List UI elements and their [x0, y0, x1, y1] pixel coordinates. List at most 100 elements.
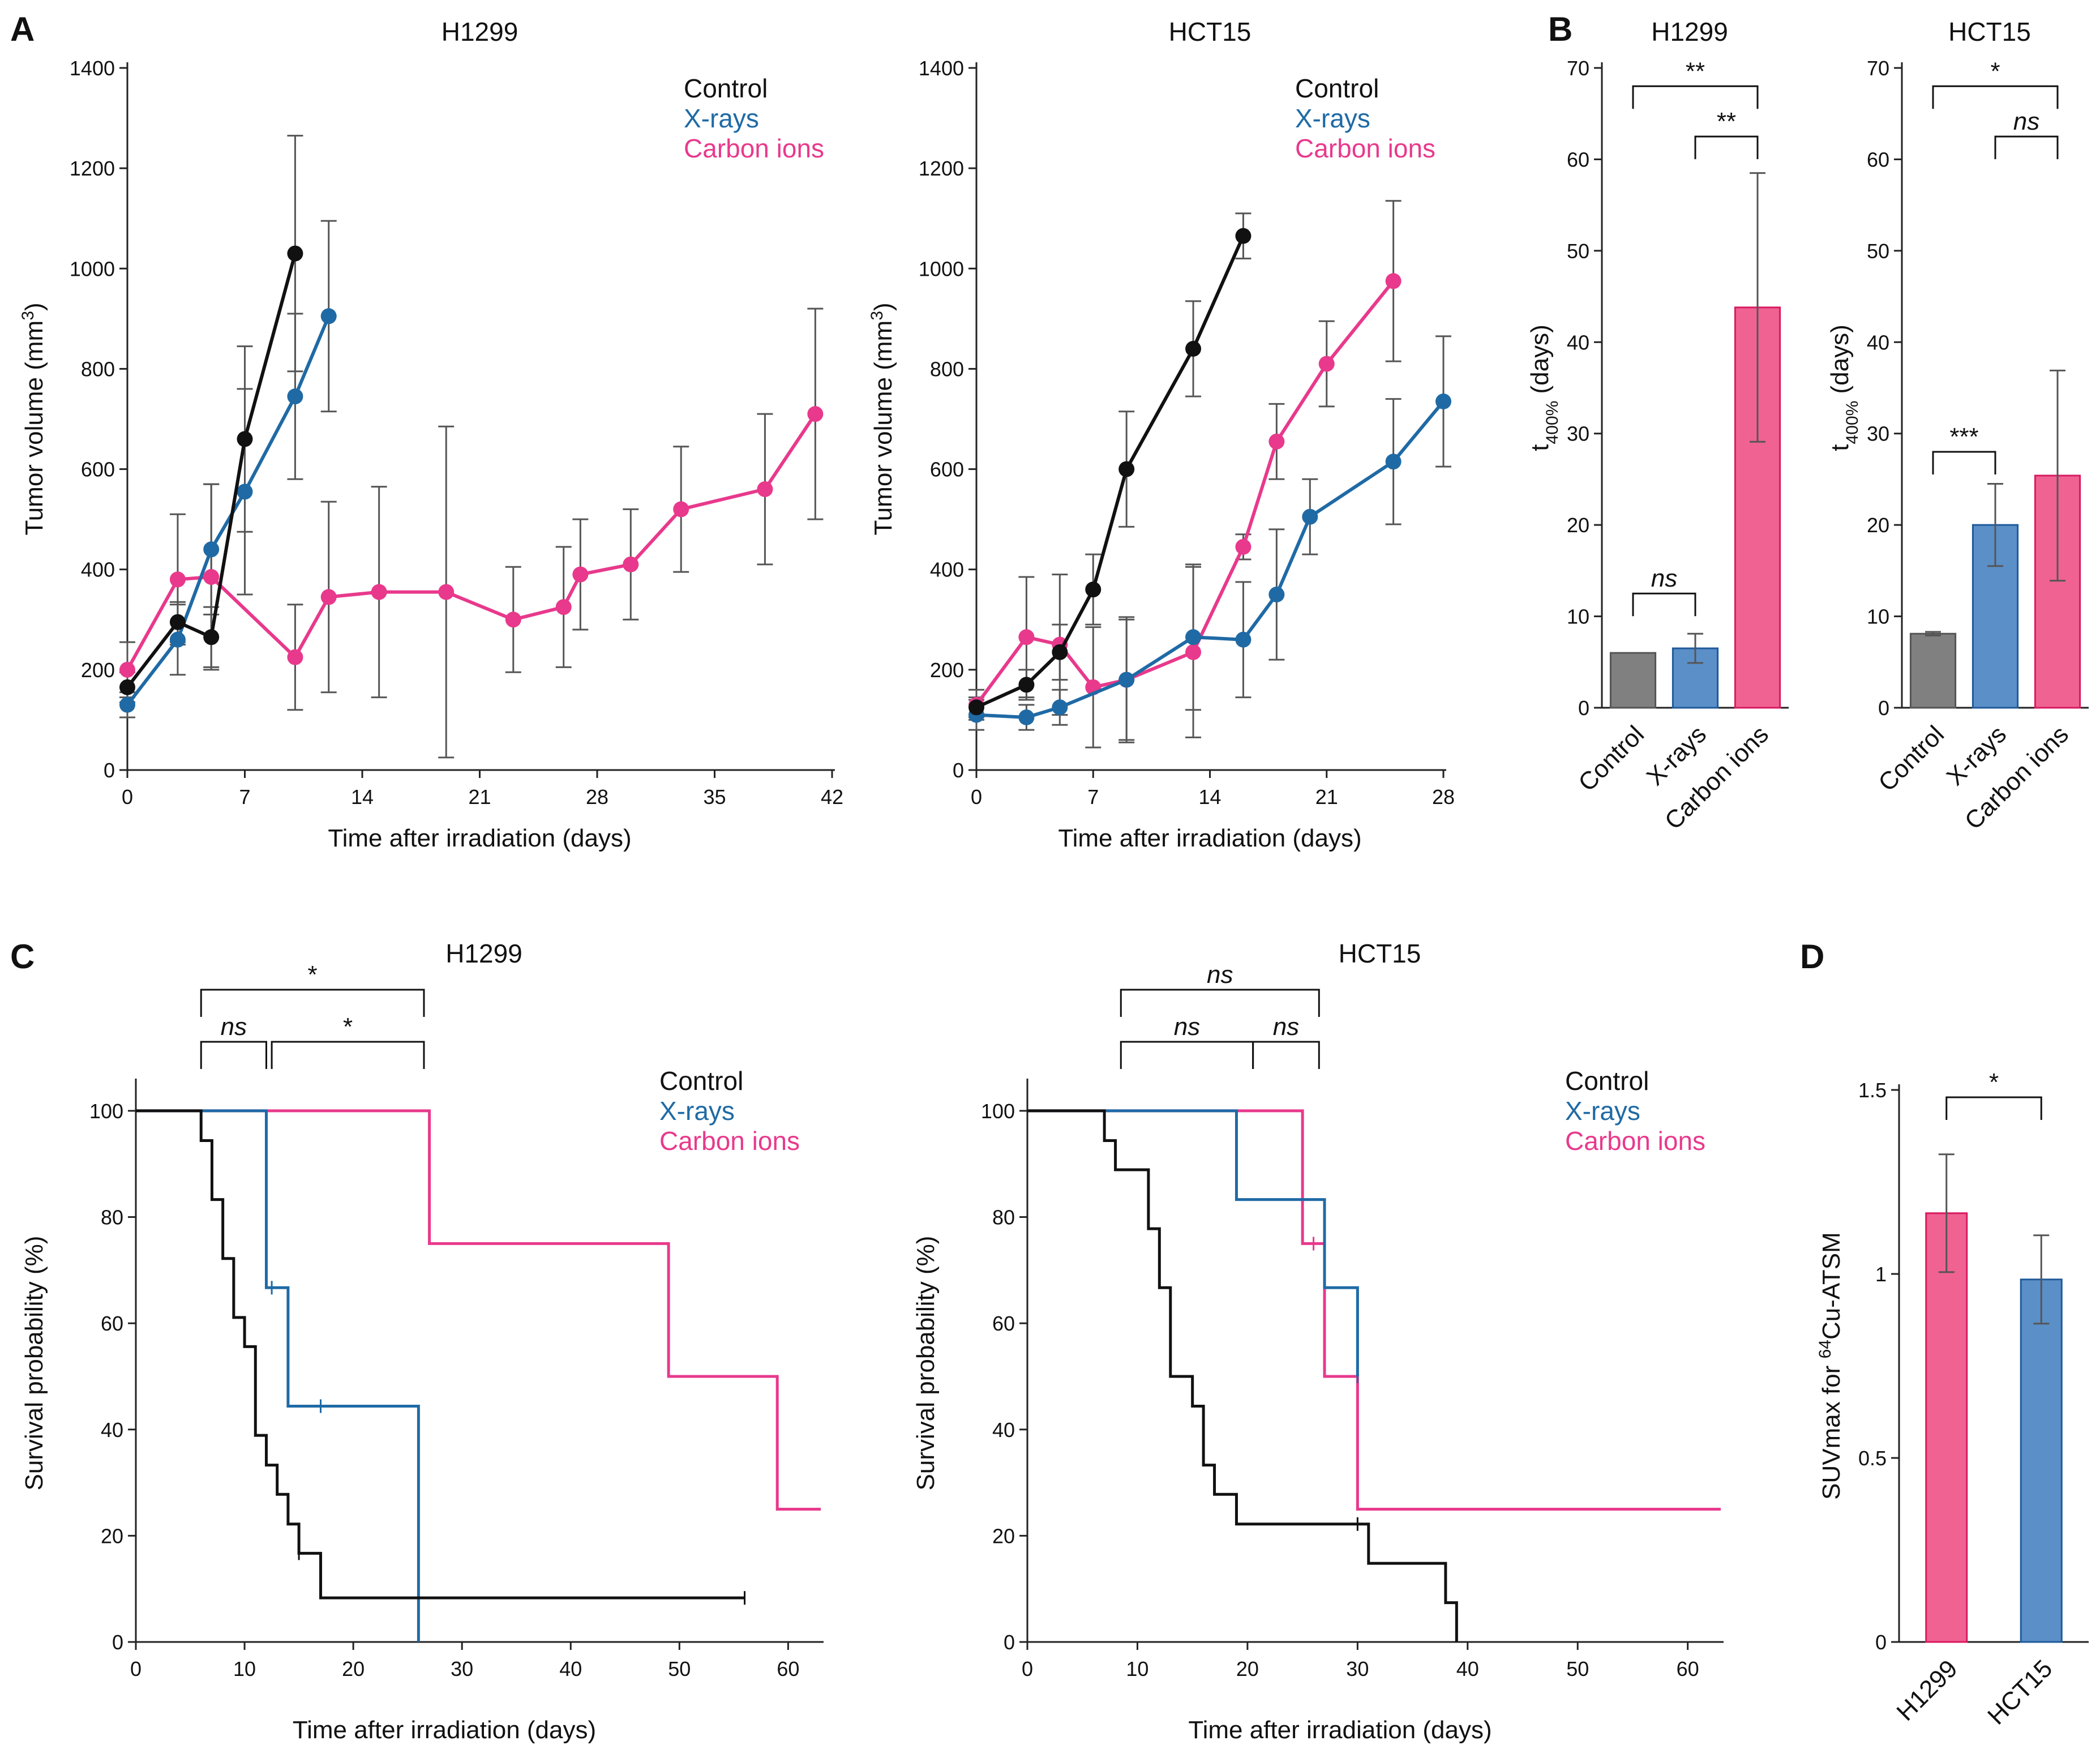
data-point-carbon-ions: [1385, 273, 1402, 289]
data-point-x-rays: [237, 484, 253, 500]
y-tick-label: 0: [112, 1631, 123, 1654]
data-point-carbon-ions: [438, 584, 455, 600]
data-point-x-rays: [1302, 508, 1318, 525]
significance-label: ***: [1949, 423, 1978, 451]
y-axis-label: SUVmax for 64Cu-ATSM: [1816, 1232, 1846, 1500]
c-hct15-legend-carbon: Carbon ions: [1565, 1126, 1705, 1156]
chart-d-suvmax: 0 0.5 1 1.5 SUVmax for 64Cu-ATSM H1299 HCT15 *: [1816, 1068, 2089, 1730]
y-tick-label: 600: [81, 458, 115, 481]
a-hct15-legend-control: Control: [1295, 74, 1379, 103]
data-point-carbon-ions: [807, 406, 824, 422]
x-tick-label: 14: [1198, 785, 1221, 809]
x-axis-label: Time after irradiation (days): [1058, 824, 1361, 852]
c-h1299-legend-control: Control: [659, 1066, 743, 1096]
chart-c-hct15-survival: HCT15 0 20 40 60 80 100 0 10 20 30 40 50 60 Time after…: [912, 939, 1724, 1744]
x-tick-label: 60: [777, 1657, 799, 1680]
data-point-carbon-ions: [320, 589, 337, 605]
y-axis-label-script: 400%: [1543, 401, 1562, 444]
y-tick-label: 200: [930, 658, 964, 682]
data-point-x-rays: [1435, 394, 1451, 409]
y-tick-label: 60: [1867, 148, 1889, 171]
data-point-control: [203, 629, 220, 645]
data-point-carbon-ions: [169, 571, 186, 588]
data-point-carbon-ions: [623, 556, 639, 572]
chart-title: HCT15: [1169, 17, 1252, 46]
data-point-control: [119, 679, 135, 695]
y-axis-label-rest: Cu-ATSM: [1818, 1232, 1845, 1340]
data-point-carbon-ions: [1185, 644, 1202, 660]
x-tick-label: 21: [1315, 785, 1338, 809]
x-axis-label: Time after irradiation (days): [328, 824, 631, 852]
series-line-x-rays: [126, 315, 331, 706]
c-h1299-legend-carbon: Carbon ions: [659, 1126, 800, 1156]
y-axis-label-end: ): [869, 302, 897, 311]
y-tick-label: 400: [930, 558, 964, 581]
y-tick-label: 100: [89, 1100, 123, 1123]
significance-bracket: [200, 989, 425, 1017]
y-axis-label-rest: (days): [1826, 324, 1854, 400]
significance-bracket: [1932, 451, 1996, 474]
significance-bracket: [1120, 1041, 1254, 1069]
data-point-x-rays: [119, 696, 135, 713]
data-point-carbon-ions: [1235, 538, 1252, 555]
y-tick-label: 50: [1567, 240, 1589, 263]
c-hct15-legend-xrays: X-rays: [1565, 1096, 1640, 1126]
y-tick-label: 20: [101, 1524, 123, 1547]
significance-bracket: [1252, 1041, 1320, 1069]
chart-title: H1299: [445, 939, 522, 968]
y-tick-label: 10: [1867, 605, 1889, 628]
y-tick-label: 30: [1567, 422, 1589, 446]
data-point-control: [1118, 461, 1135, 477]
x-tick-label: 0: [1022, 1657, 1033, 1680]
category-label-hct15: HCT15: [1982, 1654, 2058, 1730]
y-tick-label: 1: [1875, 1263, 1887, 1286]
y-tick-label: 20: [1867, 514, 1889, 537]
y-tick-label: 0: [1875, 1631, 1887, 1654]
c-h1299-legend-xrays: X-rays: [659, 1096, 735, 1126]
data-point-carbon-ions: [1268, 433, 1285, 450]
y-tick-label: 1200: [70, 157, 115, 180]
x-axis-label: Time after irradiation (days): [293, 1716, 596, 1744]
chart-title: H1299: [1651, 17, 1728, 46]
data-point-control: [1235, 228, 1252, 244]
y-tick-label: 70: [1867, 57, 1889, 80]
significance-label: ns: [2013, 108, 2039, 135]
significance-bracket: [271, 1041, 425, 1069]
data-point-control: [169, 614, 186, 630]
significance-bracket: [200, 1041, 267, 1069]
series-line-x-rays: [976, 400, 1445, 719]
panel-letter-a: A: [10, 10, 35, 48]
x-tick-label: 7: [239, 785, 250, 809]
panel-letter-c: C: [10, 938, 35, 976]
x-tick-label: 20: [1236, 1657, 1259, 1680]
data-point-carbon-ions: [673, 501, 689, 518]
y-tick-label: 0: [104, 759, 115, 782]
a-h1299-legend-xrays: X-rays: [684, 104, 759, 133]
x-tick-label: 28: [1432, 785, 1455, 809]
significance-label: *: [343, 1013, 353, 1041]
y-tick-label: 100: [981, 1100, 1015, 1123]
data-point-carbon-ions: [505, 611, 521, 628]
significance-bracket: [1932, 85, 2059, 109]
panel-letter-d: D: [1800, 938, 1824, 976]
data-point-control: [237, 431, 253, 447]
y-tick-label: 60: [101, 1312, 123, 1335]
x-tick-label: 10: [1126, 1657, 1148, 1680]
significance-label: ns: [1651, 564, 1677, 592]
chart-title: H1299: [442, 17, 518, 46]
x-tick-label: 7: [1087, 785, 1099, 809]
y-axis-label-superscript: 3: [19, 311, 37, 320]
x-tick-label: 0: [122, 785, 133, 809]
y-tick-label: 1200: [919, 157, 964, 180]
data-point-carbon-ions: [371, 584, 387, 600]
data-point-carbon-ions: [287, 649, 303, 665]
significance-bracket: [1994, 135, 2059, 160]
y-tick-label: 0: [1578, 696, 1589, 720]
data-point-x-rays: [203, 541, 220, 558]
y-tick-label: 20: [992, 1524, 1015, 1547]
x-tick-label: 35: [703, 785, 726, 809]
bar-control: [1909, 632, 1957, 709]
y-tick-label: 400: [81, 558, 115, 581]
x-tick-label: 40: [1456, 1657, 1479, 1680]
